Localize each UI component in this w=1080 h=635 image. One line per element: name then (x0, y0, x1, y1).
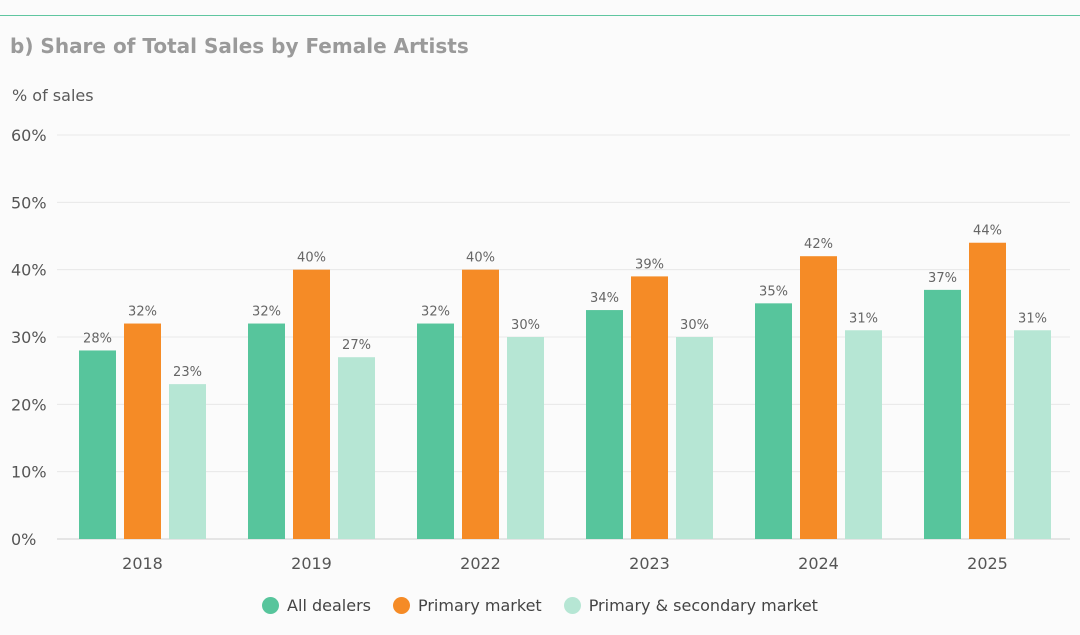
bar-primary-market-2025 (969, 242, 1006, 539)
bar-primary-secondary-market-2019 (338, 357, 375, 539)
bar-primary-secondary-market-2023 (676, 337, 713, 539)
bar-primary-secondary-market-2025 (1014, 330, 1051, 539)
x-tick-label-2018: 2018 (122, 554, 163, 573)
x-tick-label-2019: 2019 (291, 554, 332, 573)
bar-all-dealers-2018 (79, 350, 116, 539)
data-label-all-dealers-2018: 28% (83, 331, 112, 346)
y-tick-label-50: 50% (11, 193, 47, 212)
bar-primary-market-2019 (293, 269, 330, 539)
x-tick-label-2025: 2025 (967, 554, 1008, 573)
y-axis-ticks: 0% 10% 20% 30% 40% 50% 60% (11, 126, 47, 549)
bar-primary-market-2024 (800, 256, 837, 539)
bar-primary-market-2023 (631, 276, 668, 539)
top-divider (0, 15, 1080, 16)
legend-item-all-dealers: All dealers (262, 596, 371, 615)
data-label-primary-secondary-market-2023: 30% (680, 318, 709, 333)
bar-primary-market-2022 (462, 269, 499, 539)
legend: All dealers Primary market Primary & sec… (0, 596, 1080, 615)
legend-swatch-all-dealers (262, 597, 280, 614)
legend-swatch-primary-secondary-market (563, 597, 581, 614)
data-label-all-dealers-2025: 37% (928, 271, 957, 286)
data-label-primary-secondary-market-2018: 23% (173, 365, 202, 380)
legend-label-all-dealers: All dealers (287, 596, 371, 615)
data-label-all-dealers-2022: 32% (421, 305, 450, 320)
y-tick-label-10: 10% (11, 463, 47, 482)
data-label-all-dealers-2023: 34% (590, 291, 619, 306)
gridlines (57, 134, 1070, 540)
y-tick-label-30: 30% (11, 328, 47, 347)
data-label-all-dealers-2019: 32% (252, 305, 281, 320)
chart-title: b) Share of Total Sales by Female Artist… (10, 34, 469, 58)
data-label-primary-secondary-market-2024: 31% (849, 311, 878, 326)
data-label-primary-market-2025: 44% (973, 224, 1002, 239)
data-labels: 28% 32% 23% 32% 40% 27% 32% 40% 30% 34% 39% 30% 35% 4… (83, 224, 1047, 380)
y-axis-unit-label: % of sales (12, 86, 94, 105)
bar-all-dealers-2024 (755, 303, 792, 539)
y-tick-label-20: 20% (11, 395, 47, 414)
x-tick-label-2024: 2024 (798, 554, 839, 573)
x-tick-label-2023: 2023 (629, 554, 670, 573)
bar-all-dealers-2019 (248, 323, 285, 539)
data-label-primary-market-2022: 40% (466, 251, 495, 266)
data-label-primary-secondary-market-2022: 30% (511, 318, 540, 333)
data-label-primary-market-2024: 42% (804, 237, 833, 252)
x-axis-ticks: 2018 2019 2022 2023 2024 2025 (122, 554, 1008, 573)
bar-primary-market-2018 (124, 323, 161, 539)
data-label-primary-secondary-market-2019: 27% (342, 338, 371, 353)
bar-all-dealers-2022 (417, 323, 454, 539)
legend-swatch-primary-market (392, 597, 410, 614)
x-tick-label-2022: 2022 (460, 554, 501, 573)
y-tick-label-0: 0% (11, 530, 36, 549)
bar-primary-secondary-market-2018 (169, 384, 206, 539)
data-label-primary-secondary-market-2025: 31% (1018, 311, 1047, 326)
bar-chart: 0% 10% 20% 30% 40% 50% 60% 28% 32% 23% 32% 40% 27% 3… (11, 126, 1070, 573)
legend-label-primary-secondary-market: Primary & secondary market (588, 596, 818, 615)
bars (79, 242, 1051, 539)
bar-primary-secondary-market-2024 (845, 330, 882, 539)
data-label-primary-market-2023: 39% (635, 257, 664, 272)
legend-item-primary-secondary-market: Primary & secondary market (563, 596, 818, 615)
bar-all-dealers-2023 (586, 310, 623, 539)
y-tick-label-40: 40% (11, 261, 47, 280)
legend-item-primary-market: Primary market (392, 596, 542, 615)
y-tick-label-60: 60% (11, 126, 47, 145)
bar-primary-secondary-market-2022 (507, 337, 544, 539)
data-label-all-dealers-2024: 35% (759, 284, 788, 299)
bar-all-dealers-2025 (924, 289, 961, 539)
data-label-primary-market-2018: 32% (128, 305, 157, 320)
legend-label-primary-market: Primary market (417, 596, 542, 615)
data-label-primary-market-2019: 40% (297, 251, 326, 266)
